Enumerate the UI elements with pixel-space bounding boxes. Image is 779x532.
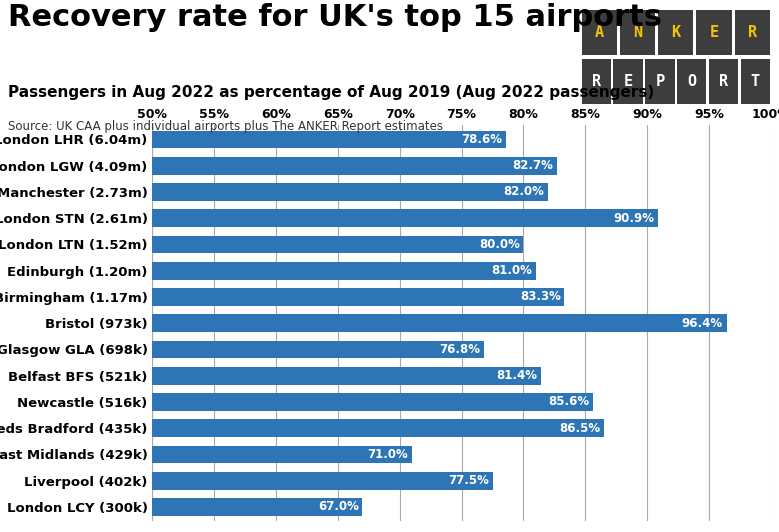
FancyBboxPatch shape bbox=[709, 59, 738, 104]
Bar bbox=[152, 419, 604, 437]
Bar bbox=[152, 288, 564, 306]
Bar bbox=[152, 183, 548, 201]
Text: Passengers in Aug 2022 as percentage of Aug 2019 (Aug 2022 passengers): Passengers in Aug 2022 as percentage of … bbox=[8, 85, 654, 100]
Text: N: N bbox=[633, 25, 642, 40]
Text: 90.9%: 90.9% bbox=[614, 212, 655, 225]
Text: 81.0%: 81.0% bbox=[492, 264, 532, 277]
Text: R: R bbox=[748, 25, 756, 40]
Bar bbox=[152, 472, 492, 489]
Text: R: R bbox=[719, 74, 728, 89]
Bar bbox=[152, 314, 727, 332]
Text: 82.0%: 82.0% bbox=[504, 186, 545, 198]
Text: 80.0%: 80.0% bbox=[479, 238, 520, 251]
Text: 78.6%: 78.6% bbox=[461, 133, 502, 146]
Text: Source: UK CAA plus individual airports plus The ANKER Report estimates: Source: UK CAA plus individual airports … bbox=[8, 120, 442, 132]
Text: O: O bbox=[687, 74, 696, 89]
Text: 67.0%: 67.0% bbox=[318, 501, 359, 513]
Bar bbox=[152, 209, 658, 227]
Bar bbox=[152, 262, 536, 280]
FancyBboxPatch shape bbox=[658, 10, 693, 55]
Bar bbox=[152, 393, 593, 411]
Text: 82.7%: 82.7% bbox=[513, 159, 553, 172]
FancyBboxPatch shape bbox=[741, 59, 770, 104]
FancyBboxPatch shape bbox=[696, 10, 731, 55]
Text: 83.3%: 83.3% bbox=[520, 290, 561, 303]
Bar bbox=[152, 367, 541, 385]
FancyBboxPatch shape bbox=[582, 10, 617, 55]
Text: R: R bbox=[592, 74, 601, 89]
Bar bbox=[152, 157, 557, 174]
Text: P: P bbox=[655, 74, 664, 89]
Text: 96.4%: 96.4% bbox=[682, 317, 723, 330]
FancyBboxPatch shape bbox=[645, 59, 675, 104]
Text: K: K bbox=[671, 25, 680, 40]
Text: 81.4%: 81.4% bbox=[496, 369, 537, 382]
Text: E: E bbox=[710, 25, 718, 40]
Text: 86.5%: 86.5% bbox=[559, 422, 601, 435]
FancyBboxPatch shape bbox=[582, 59, 611, 104]
FancyBboxPatch shape bbox=[613, 59, 643, 104]
Bar bbox=[152, 130, 506, 148]
FancyBboxPatch shape bbox=[735, 10, 770, 55]
Text: T: T bbox=[751, 74, 760, 89]
Text: E: E bbox=[623, 74, 633, 89]
Bar bbox=[152, 498, 362, 516]
FancyBboxPatch shape bbox=[620, 10, 655, 55]
Text: 71.0%: 71.0% bbox=[368, 448, 408, 461]
Text: 77.5%: 77.5% bbox=[448, 474, 488, 487]
Text: Recovery rate for UK's top 15 airports: Recovery rate for UK's top 15 airports bbox=[8, 3, 662, 32]
Text: A: A bbox=[595, 25, 604, 40]
FancyBboxPatch shape bbox=[677, 59, 707, 104]
Bar bbox=[152, 340, 484, 359]
Text: 76.8%: 76.8% bbox=[439, 343, 480, 356]
Bar bbox=[152, 236, 523, 253]
Text: 85.6%: 85.6% bbox=[548, 395, 589, 409]
Bar bbox=[152, 445, 412, 463]
